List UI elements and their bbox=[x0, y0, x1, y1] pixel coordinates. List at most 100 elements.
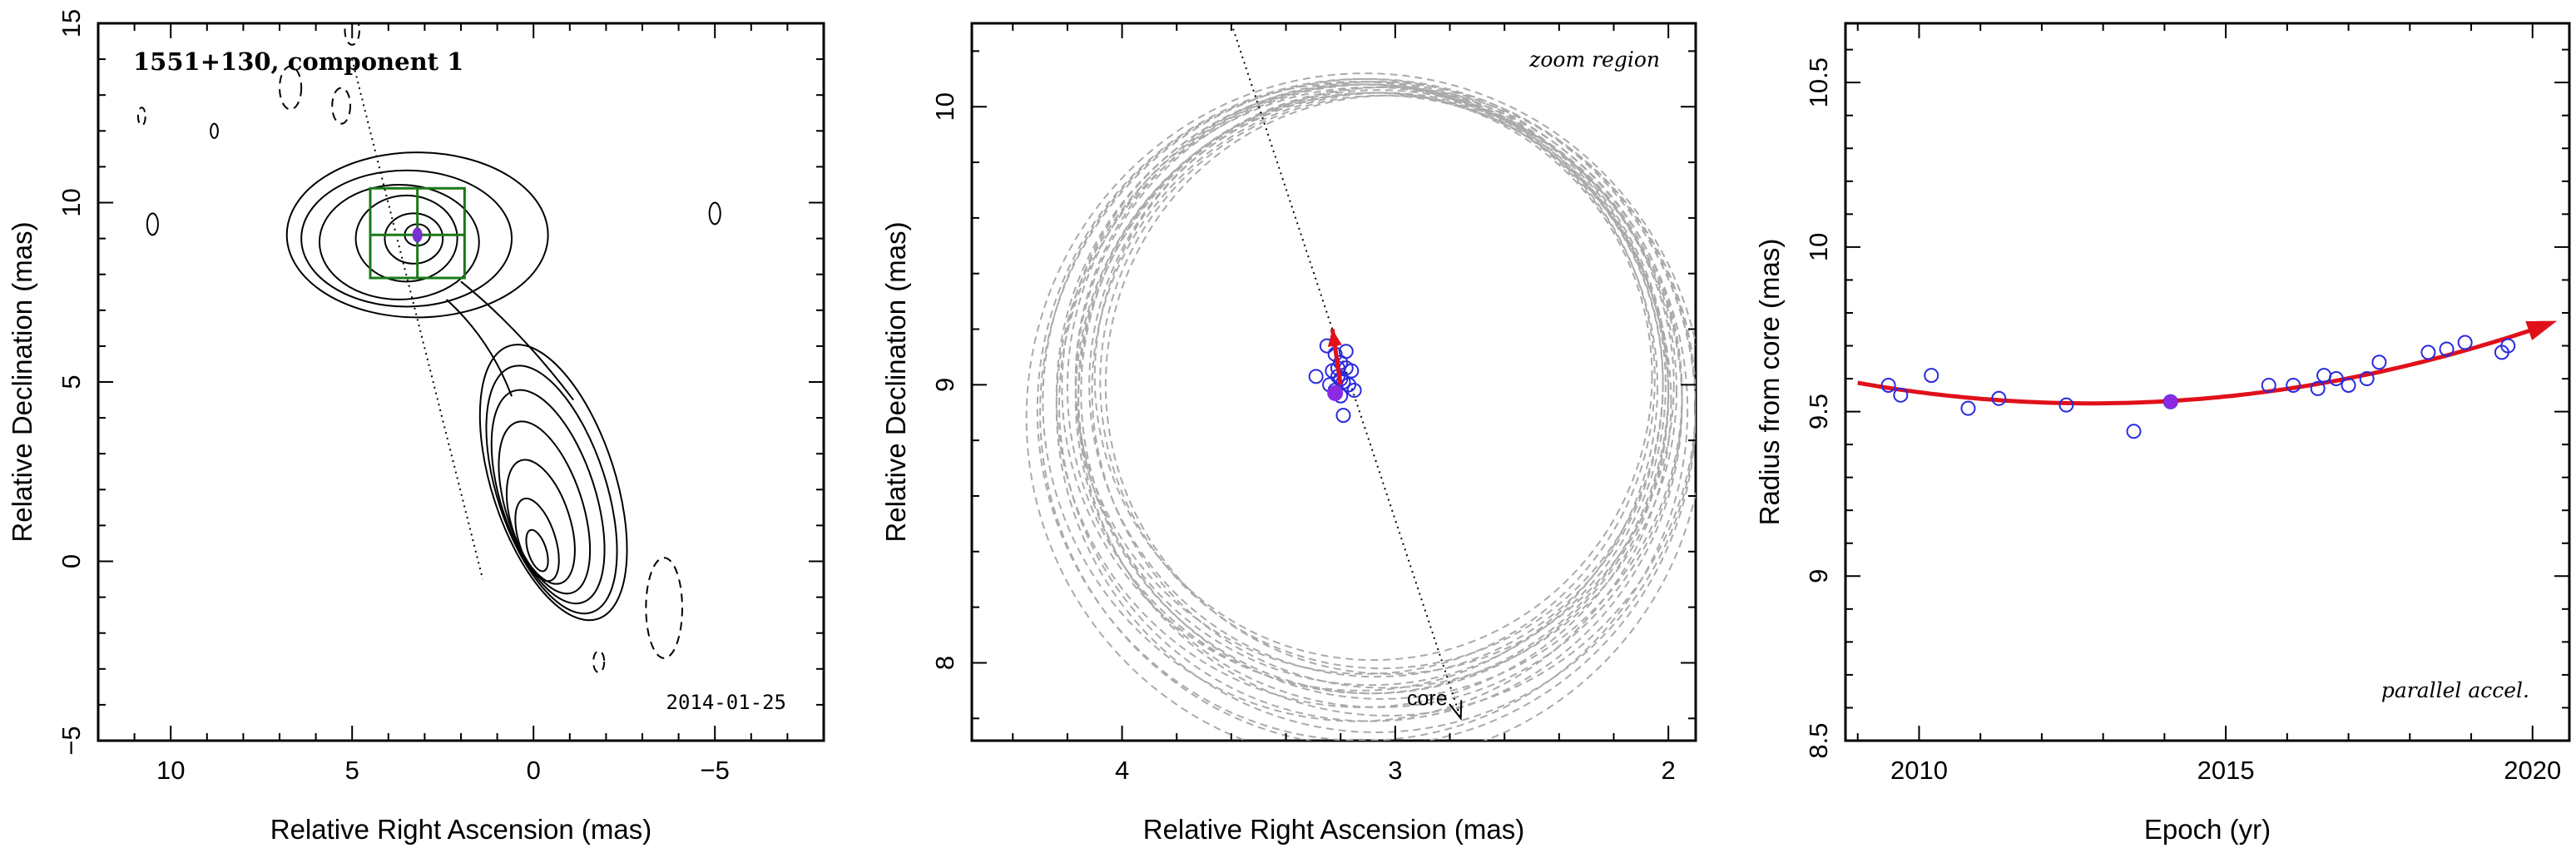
y-tick-label: 10.5 bbox=[1804, 57, 1833, 107]
highlight-point bbox=[1327, 384, 1344, 401]
x-tick-label: 10 bbox=[156, 756, 185, 785]
contour-level bbox=[445, 299, 513, 397]
contour-level bbox=[478, 344, 628, 622]
contour-level bbox=[708, 201, 721, 226]
radius-point bbox=[2371, 355, 2387, 370]
uncertainty-circle bbox=[1074, 89, 1683, 708]
x-axis-title: Relative Right Ascension (mas) bbox=[1143, 814, 1525, 845]
uncertainty-circle bbox=[1077, 86, 1696, 717]
uncertainty-circles bbox=[1025, 72, 1696, 741]
y-tick-label: 9 bbox=[1804, 569, 1833, 583]
y-tick-label: 10 bbox=[57, 188, 86, 216]
radius-point bbox=[2457, 335, 2473, 350]
radius-point bbox=[1924, 368, 1939, 384]
plot-area bbox=[1857, 320, 2558, 439]
negative-contour bbox=[279, 65, 303, 111]
panel-contour-map: 10 5 0 −5 −5 0 5 10 15 1551+130, component 1 201… bbox=[7, 9, 825, 845]
radius-point bbox=[2261, 377, 2276, 393]
core-label: core bbox=[1407, 687, 1448, 710]
motion-vector-head bbox=[1327, 329, 1342, 347]
radius-measurements bbox=[1880, 335, 2516, 439]
radius-point bbox=[2310, 380, 2326, 396]
position-point bbox=[1308, 369, 1324, 384]
y-axis-title: Relative Declination (mas) bbox=[7, 221, 37, 542]
fit-arrowhead bbox=[2525, 320, 2558, 340]
radius-point bbox=[2500, 338, 2516, 354]
contour-level bbox=[525, 528, 549, 573]
contour-level bbox=[490, 389, 606, 605]
component-marker bbox=[412, 227, 423, 243]
radius-point bbox=[1893, 387, 1909, 403]
y-tick-label: 9.5 bbox=[1804, 394, 1833, 429]
radius-point bbox=[2359, 371, 2375, 387]
x-tick-label: 2010 bbox=[1890, 756, 1948, 785]
y-tick-label: 0 bbox=[57, 554, 86, 568]
x-axis-title: Epoch (yr) bbox=[2144, 814, 2271, 845]
uncertainty-circle bbox=[1039, 77, 1696, 741]
x-tick-label: 2015 bbox=[2197, 756, 2255, 785]
x-tick-label: 2020 bbox=[2504, 756, 2561, 785]
negative-contour bbox=[331, 87, 352, 125]
core-arrowhead bbox=[1449, 700, 1463, 722]
y-tick-label: −5 bbox=[57, 726, 86, 755]
y-tick-label: 10 bbox=[930, 92, 959, 121]
contour-level bbox=[384, 212, 444, 265]
plot-area bbox=[136, 23, 721, 674]
x-tick-label: −5 bbox=[701, 756, 730, 785]
radius-point bbox=[2126, 424, 2142, 439]
uncertainty-circle bbox=[1104, 94, 1675, 675]
radius-point bbox=[1880, 377, 1896, 393]
x-tick-label: 5 bbox=[345, 756, 359, 785]
x-tick-label: 0 bbox=[527, 756, 541, 785]
fit-curve bbox=[1857, 325, 2539, 406]
uncertainty-circle bbox=[1042, 81, 1672, 722]
position-point bbox=[1335, 408, 1351, 424]
contour-level bbox=[146, 212, 159, 236]
radius-point bbox=[2341, 377, 2356, 393]
contour-level bbox=[498, 420, 592, 595]
x-axis-title: Relative Right Ascension (mas) bbox=[270, 814, 652, 845]
position-point bbox=[1344, 363, 1360, 379]
negative-contours bbox=[136, 23, 683, 674]
contour-level bbox=[460, 280, 574, 401]
plot-area bbox=[1025, 23, 1696, 741]
radius-point bbox=[2316, 368, 2332, 384]
radius-point bbox=[2058, 397, 2074, 413]
plot-frame bbox=[97, 22, 825, 742]
panel-zoom-region: 4 3 2 8 9 10 zoom region core Relative Right … bbox=[880, 22, 1697, 845]
radius-point bbox=[2439, 341, 2455, 357]
y-tick-label: 15 bbox=[57, 9, 86, 37]
contour-level bbox=[505, 459, 576, 585]
contour-level bbox=[354, 194, 458, 283]
contour-level bbox=[514, 497, 560, 583]
zoom-region-label: zoom region bbox=[1528, 47, 1660, 72]
plot-frame bbox=[1844, 22, 2571, 742]
contour-lines bbox=[146, 122, 721, 622]
uncertainty-circle bbox=[1091, 92, 1678, 689]
fit-annotation: parallel accel. bbox=[2381, 678, 2529, 702]
negative-contour bbox=[344, 23, 360, 46]
radius-point bbox=[2328, 371, 2344, 387]
axis-ticks: 2010 2015 2020 8.5 9 9.5 10 10.5 bbox=[1804, 23, 2569, 785]
radius-point bbox=[2420, 345, 2436, 360]
x-tick-label: 4 bbox=[1115, 756, 1129, 785]
negative-contour bbox=[136, 107, 146, 126]
y-tick-label: 10 bbox=[1804, 233, 1833, 261]
x-tick-label: 2 bbox=[1662, 756, 1676, 785]
axis-ticks: 10 5 0 −5 −5 0 5 10 15 bbox=[57, 9, 824, 785]
contour-level bbox=[300, 169, 513, 308]
chart-title: 1551+130, component 1 bbox=[133, 47, 463, 76]
y-axis-title: Radius from core (mas) bbox=[1754, 239, 1785, 526]
contour-level bbox=[485, 365, 618, 615]
y-axis-title: Relative Declination (mas) bbox=[880, 221, 911, 542]
panel-radius-vs-epoch: 2010 2015 2020 8.5 9 9.5 10 10.5 parallel accel… bbox=[1754, 22, 2571, 845]
position-point bbox=[1341, 377, 1357, 393]
y-tick-label: 5 bbox=[57, 374, 86, 389]
contour-level bbox=[210, 122, 219, 139]
highlight-point bbox=[2163, 394, 2178, 409]
y-tick-label: 9 bbox=[930, 378, 959, 392]
motion-vector bbox=[1327, 329, 1343, 385]
uncertainty-circle bbox=[1036, 77, 1689, 741]
y-tick-label: 8 bbox=[930, 656, 959, 670]
radius-point bbox=[1991, 390, 2007, 406]
